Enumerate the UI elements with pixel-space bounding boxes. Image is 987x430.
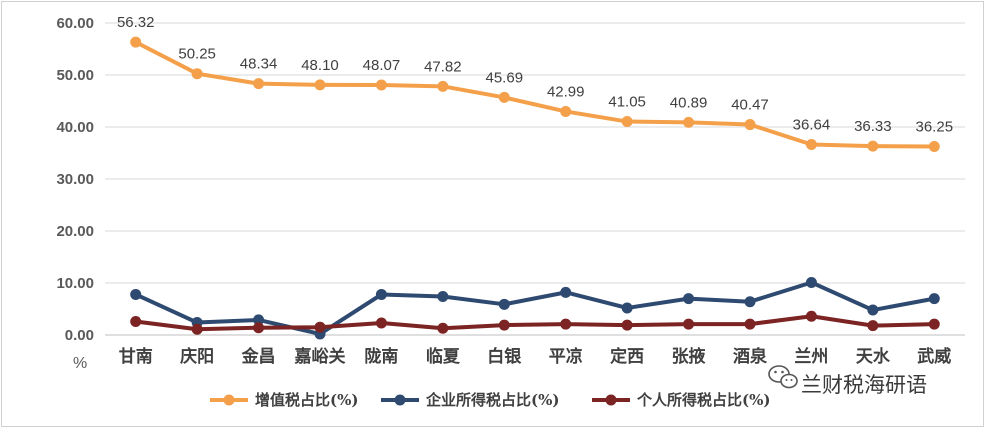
data-point	[867, 304, 879, 316]
data-point	[130, 315, 142, 327]
data-point	[805, 310, 817, 322]
data-label: 36.33	[854, 118, 892, 135]
x-tick-label: 天水	[856, 346, 891, 367]
data-point	[314, 321, 326, 333]
x-tick-label: 定西	[610, 346, 644, 367]
data-point	[744, 119, 756, 131]
data-point	[253, 314, 265, 326]
x-tick-label: 陇南	[364, 346, 398, 367]
data-point	[867, 140, 879, 152]
x-tick-label: 庆阳	[180, 346, 214, 367]
y-tick-label: 60.00	[56, 15, 94, 32]
data-point	[744, 296, 756, 308]
legend-label: 个人所得税占比(%)	[636, 391, 770, 409]
data-point	[253, 78, 265, 90]
data-point	[191, 323, 203, 335]
y-tick-label: 50.00	[56, 67, 94, 84]
data-point	[621, 302, 633, 314]
y-tick-label: 10.00	[56, 275, 94, 292]
series-group	[130, 36, 940, 340]
x-tick-label: 武威	[917, 346, 951, 367]
legend-marker	[394, 394, 406, 406]
x-tick-label: 临夏	[426, 346, 461, 367]
series-line-2	[133, 314, 937, 332]
legend: 增值税占比(%) 企业所得税占比(%) 个人所得税占比(%)	[210, 391, 770, 409]
y-tick-label: 40.00	[56, 119, 94, 136]
data-point	[498, 319, 510, 331]
series-line-1	[133, 280, 937, 336]
legend-item: 个人所得税占比(%)	[592, 391, 770, 409]
legend-marker	[605, 394, 617, 406]
x-axis: 甘南 庆阳 金昌 嘉峪关 陇南 临夏 白银 平凉 定西 张掖 酒泉 兰州 天水 武威	[119, 346, 952, 367]
data-labels: 56.32 50.25 48.34 48.10 48.07 47.82 45.69 42.99…	[117, 14, 953, 135]
data-label: 48.34	[240, 56, 278, 73]
data-point	[683, 293, 695, 305]
data-point	[437, 322, 449, 334]
wechat-icon	[768, 365, 798, 389]
data-label: 36.64	[793, 116, 831, 133]
watermark-text: 兰财税海研语	[801, 373, 927, 397]
data-point	[253, 322, 265, 334]
data-point	[498, 91, 510, 103]
y-tick-label: 0.00	[65, 327, 94, 344]
data-label: 40.89	[670, 94, 708, 111]
legend-item: 企业所得税占比(%)	[381, 391, 559, 409]
data-point	[560, 105, 572, 117]
legend-label: 企业所得税占比(%)	[425, 391, 559, 409]
data-point	[498, 298, 510, 310]
x-tick-label: 白银	[487, 346, 522, 367]
data-point	[437, 80, 449, 92]
x-tick-label: 酒泉	[733, 346, 768, 367]
data-label: 48.07	[363, 57, 401, 74]
data-point	[621, 319, 633, 331]
legend-label: 增值税占比(%)	[255, 391, 358, 409]
gridlines	[105, 22, 965, 336]
data-point	[805, 138, 817, 150]
data-label: 41.05	[608, 94, 646, 111]
watermark: 兰财税海研语	[768, 365, 927, 397]
data-label: 42.99	[547, 83, 585, 100]
y-tick-label: 20.00	[56, 223, 94, 240]
y-axis-unit: %	[73, 355, 87, 372]
data-point	[437, 291, 449, 303]
data-label: 45.69	[486, 69, 524, 86]
data-point	[805, 276, 817, 288]
data-label: 48.10	[301, 57, 339, 74]
x-tick-label: 兰州	[794, 346, 828, 367]
data-point	[867, 320, 879, 332]
y-tick-label: 30.00	[56, 171, 94, 188]
x-tick-label: 张掖	[672, 346, 706, 367]
data-point	[375, 79, 387, 91]
y-axis: 0.00 10.00 20.00 30.00 40.00 50.00 60.00	[56, 15, 94, 344]
data-label: 56.32	[117, 14, 155, 31]
data-label: 50.25	[178, 46, 216, 63]
data-point	[375, 317, 387, 329]
series-line-0	[133, 40, 937, 149]
x-tick-label: 甘南	[119, 346, 153, 367]
data-point	[130, 288, 142, 300]
data-point	[130, 36, 142, 48]
data-label: 36.25	[916, 119, 954, 136]
data-point	[683, 116, 695, 128]
data-label: 40.47	[731, 97, 769, 114]
data-point	[375, 288, 387, 300]
data-point	[560, 318, 572, 330]
data-point	[928, 141, 940, 152]
data-point	[191, 68, 203, 80]
legend-marker	[223, 394, 235, 406]
data-point	[621, 116, 633, 128]
data-point	[314, 79, 326, 91]
data-label: 47.82	[424, 58, 462, 75]
data-point	[928, 318, 940, 330]
legend-item: 增值税占比(%)	[210, 391, 358, 409]
x-tick-label: 嘉峪关	[294, 346, 346, 367]
data-point	[928, 293, 940, 305]
x-tick-label: 平凉	[549, 346, 583, 367]
data-point	[744, 318, 756, 330]
data-point	[683, 318, 695, 330]
x-tick-label: 金昌	[241, 346, 276, 367]
data-point	[560, 286, 572, 298]
